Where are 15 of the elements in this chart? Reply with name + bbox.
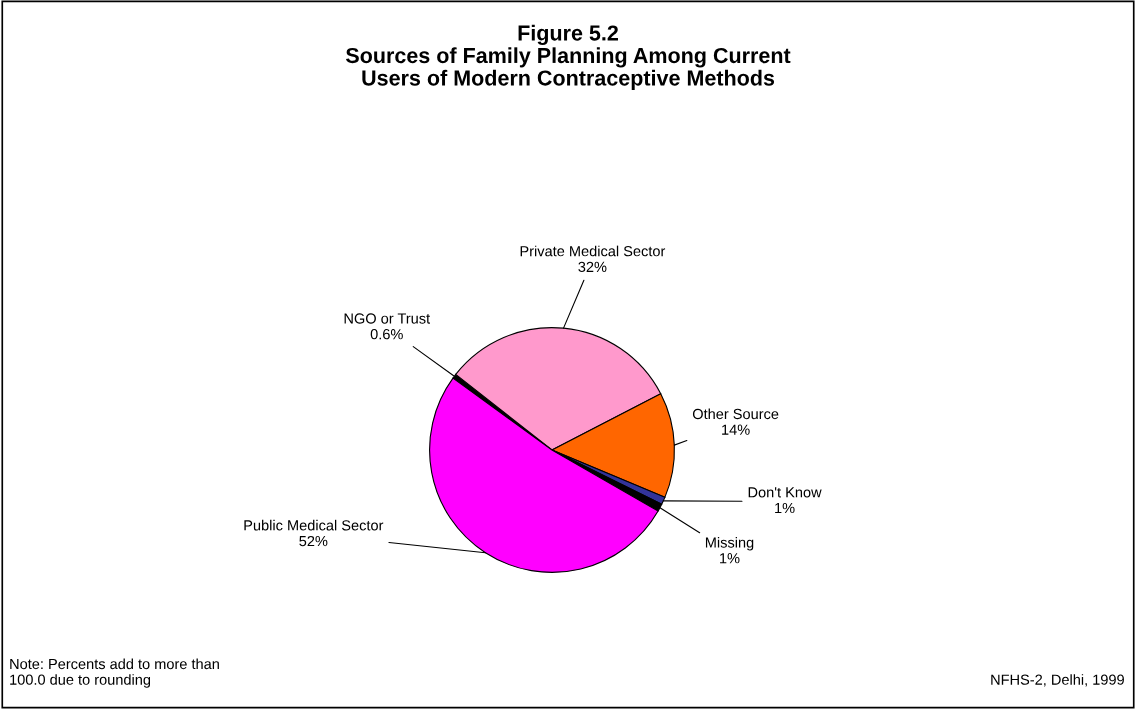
data-label: 52%	[299, 535, 328, 547]
chart-title: Figure 5.2 Sources of Family Planning Among Current Users of Modern Contraceptive Methods	[345, 24, 791, 90]
data-label: 0.6%	[370, 329, 403, 340]
data-label: 14%	[722, 424, 750, 435]
slice-label: Private Medical Sector	[520, 245, 666, 257]
slice-label: NGO or Trust	[344, 313, 431, 324]
text: NFHS-2, Delhi, 1999	[991, 674, 1124, 687]
data-label: 32%	[578, 261, 607, 273]
slice-label: Don't Know	[748, 487, 822, 498]
slice-label: Missing	[705, 536, 754, 551]
slice-label: Other Source	[692, 408, 779, 420]
slice-label: Public Medical Sector	[244, 519, 384, 531]
data-label: 1%	[775, 502, 795, 514]
data-label: 1%	[720, 553, 740, 564]
text: Note: Percents add to more than 100.0 due to rounding	[10, 658, 219, 688]
